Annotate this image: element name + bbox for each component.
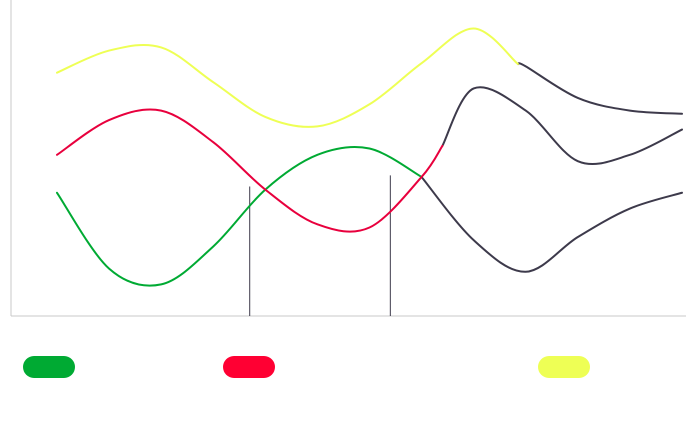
series-line-red-base (441, 86, 683, 166)
series-lines (56, 27, 683, 287)
legend-swatch-red (223, 356, 275, 378)
series-line-red (56, 108, 444, 233)
series-line-green-base (420, 175, 683, 273)
series-line-yellow-base (516, 62, 683, 115)
series-line-green (56, 145, 423, 287)
series-line-yellow (56, 27, 519, 128)
legend-swatch-green (23, 356, 75, 378)
legend-swatch-yellow (538, 356, 590, 378)
vertical-markers (249, 175, 391, 316)
